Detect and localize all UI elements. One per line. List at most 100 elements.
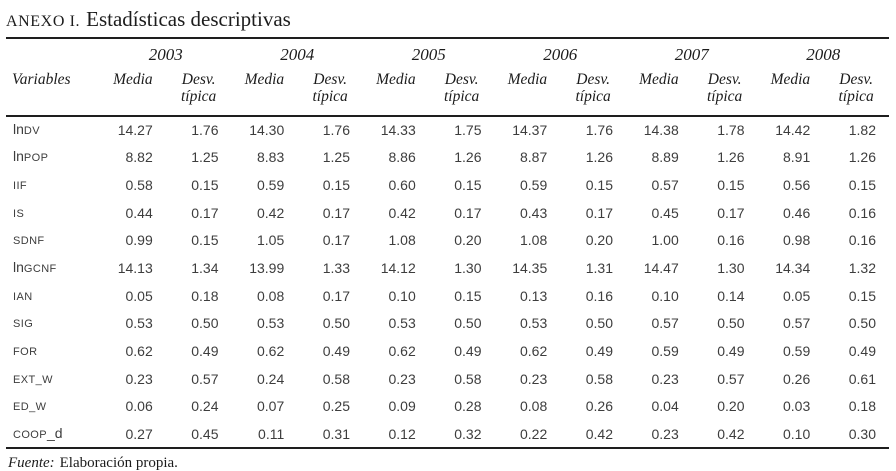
desv-cell: 1.34 [191, 260, 219, 276]
media-cell: 14.33 [380, 122, 416, 139]
desv-cell: 1.75 [454, 122, 482, 139]
variable-label: lnPOP [6, 143, 100, 171]
media-cell: 0.10 [783, 425, 811, 442]
media-cell: 0.06 [125, 398, 153, 415]
desv-cell: 0.15 [322, 176, 350, 193]
variable-label: ED_W [6, 393, 100, 421]
media-cell: 8.89 [651, 149, 679, 166]
media-cell: 0.59 [651, 343, 679, 360]
media-cell: 14.42 [775, 122, 811, 139]
desv-line1: Desv. [181, 71, 216, 88]
desv-cell: 1.26 [585, 149, 613, 166]
table-row: lnGCNF 14.13 1.34 13.99 1.33 14.12 1.30 14.35 1.… [6, 254, 889, 282]
label-suffix: _d [47, 424, 63, 441]
table-row: lnPOP 8.82 1.25 8.83 1.25 8.86 1.26 8.87 1.26 8.8… [6, 143, 889, 171]
media-cell: 0.04 [651, 398, 679, 415]
desv-cell: 0.15 [717, 176, 745, 193]
media-cell: 0.56 [783, 176, 811, 193]
desv-cell: 0.15 [848, 176, 876, 193]
media-cell: 0.13 [520, 287, 548, 304]
desv-cell: 1.26 [848, 149, 876, 166]
variable-label: SIG [6, 310, 100, 338]
media-cell: 14.35 [512, 260, 548, 276]
variable-label: COOP_d [6, 420, 100, 448]
desv-cell: 1.26 [717, 149, 745, 166]
desv-cell: 0.24 [191, 398, 219, 415]
source-note: Fuente: Elaboración propia. [8, 455, 889, 471]
desv-cell: 1.30 [454, 260, 482, 276]
desv-line1: Desv. [313, 71, 347, 88]
table-row: SDNF 0.99 0.15 1.05 0.17 1.08 0.20 1.08 0.20 1.00… [6, 226, 889, 254]
media-cell: 0.03 [783, 398, 811, 415]
media-header: Media [100, 68, 166, 117]
desv-cell: 0.45 [191, 425, 219, 442]
media-cell: 0.42 [257, 204, 285, 221]
media-cell: 0.42 [388, 204, 416, 221]
media-cell: 0.44 [125, 204, 153, 221]
page-title: ANEXO I. Estadísticas descriptivas [6, 7, 889, 32]
desv-cell: 0.50 [717, 315, 745, 332]
desv-cell: 0.16 [848, 232, 876, 249]
desv-header: Desv. típica [560, 68, 626, 117]
empty-corner-cell [6, 38, 100, 68]
desv-cell: 0.15 [848, 287, 876, 304]
desv-cell: 0.20 [585, 232, 613, 249]
source-label: Fuente: [8, 454, 55, 471]
desv-cell: 0.16 [848, 204, 876, 221]
desv-cell: 0.15 [191, 232, 219, 249]
year-header: 2005 [411, 45, 446, 64]
desv-cell: 0.17 [191, 204, 219, 221]
desv-cell: 0.26 [585, 398, 613, 415]
variable-label: SDNF [6, 226, 100, 254]
media-cell: 0.46 [783, 204, 811, 221]
label-smallcaps: EXT_W [13, 373, 53, 386]
media-cell: 0.62 [520, 343, 548, 360]
table-row: IAN 0.05 0.18 0.08 0.17 0.10 0.15 0.13 0.16 0.10 0… [6, 282, 889, 310]
year-header-row: 2003 2004 2005 2006 2007 2008 [6, 38, 889, 68]
table-row: FOR 0.62 0.49 0.62 0.49 0.62 0.49 0.62 0.49 0.59 0… [6, 337, 889, 365]
table-row: IS 0.44 0.17 0.42 0.17 0.42 0.17 0.43 0.17 0.45 0.… [6, 199, 889, 227]
desv-line2: típica [180, 88, 217, 106]
media-cell: 0.43 [520, 204, 548, 221]
year-header: 2003 [148, 45, 183, 64]
media-cell: 0.23 [520, 370, 548, 387]
media-cell: 0.60 [388, 176, 416, 193]
desv-line2: típica [838, 88, 874, 106]
desv-line2: típica [706, 88, 743, 106]
desv-cell: 0.15 [454, 287, 482, 304]
media-cell: 0.58 [125, 176, 153, 193]
media-cell: 0.57 [651, 315, 679, 332]
desv-cell: 0.50 [585, 315, 613, 332]
desv-line1: Desv. [707, 71, 742, 88]
media-cell: 0.05 [783, 287, 811, 304]
desv-cell: 0.58 [454, 370, 482, 387]
variable-label: IS [6, 199, 100, 227]
variable-label: lnDV [6, 116, 100, 144]
desv-cell: 1.76 [191, 122, 219, 139]
desv-cell: 0.20 [454, 232, 482, 249]
year-header: 2004 [280, 45, 315, 64]
media-cell: 0.05 [125, 287, 153, 304]
media-cell: 0.22 [520, 425, 548, 442]
table-row: COOP_d 0.27 0.45 0.11 0.31 0.12 0.32 0.22 0.42 0.… [6, 420, 889, 448]
desv-header: Desv. típica [297, 68, 363, 117]
media-cell: 0.27 [125, 425, 153, 442]
media-cell: 14.13 [117, 260, 153, 276]
desv-cell: 1.26 [454, 149, 482, 166]
desv-cell: 0.30 [848, 425, 876, 442]
variable-label: IAN [6, 282, 100, 310]
desv-cell: 1.76 [585, 122, 613, 139]
media-cell: 0.45 [651, 204, 679, 221]
variable-label: EXT_W [6, 365, 100, 393]
desv-cell: 0.15 [191, 176, 219, 193]
desv-cell: 0.49 [454, 343, 482, 360]
media-cell: 0.11 [258, 425, 285, 442]
label-smallcaps: IAN [13, 290, 33, 303]
label-prefix: ln [13, 148, 24, 165]
desv-cell: 0.32 [454, 425, 482, 442]
media-cell: 0.23 [125, 370, 153, 387]
media-cell: 0.53 [520, 315, 548, 332]
media-cell: 0.24 [257, 370, 285, 387]
label-prefix: ln [13, 121, 24, 138]
